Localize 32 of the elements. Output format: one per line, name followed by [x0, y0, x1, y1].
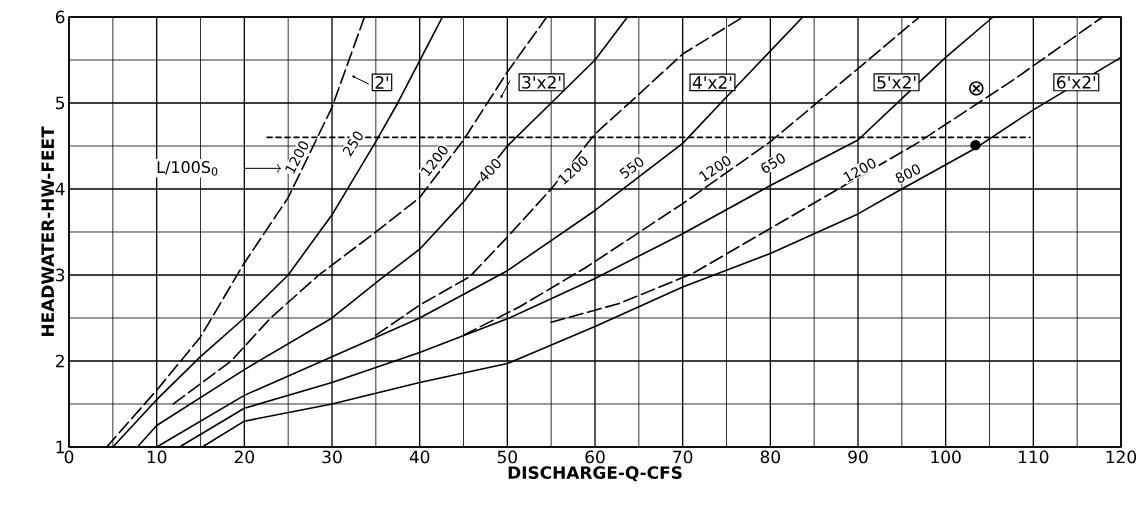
x-axis-title: DISCHARGE-Q-CFS [508, 466, 682, 482]
annotation: 6'x2' [1057, 75, 1096, 89]
x-tick-label: 60 [585, 450, 605, 464]
annotation: 650 [761, 153, 785, 173]
annotation: 4'x2' [692, 76, 732, 89]
annotation: 800 [895, 164, 920, 183]
y-tick-label: 5 [56, 96, 65, 110]
x-tick-label: 40 [409, 450, 430, 464]
x-tick-label: 50 [497, 450, 517, 464]
y-tick-label: 3 [56, 268, 65, 282]
annotation: 550 [619, 157, 644, 179]
x-tick-label: 120 [1106, 450, 1137, 464]
annotation: ⊗ [969, 81, 984, 96]
y-tick-label: 1 [56, 440, 64, 454]
x-tick-label: 90 [848, 450, 868, 464]
x-tick-label: 20 [234, 450, 254, 464]
y-tick-label: 4 [55, 182, 65, 196]
x-tick-label: 70 [673, 450, 693, 464]
annotation: L/100S$_{0}$ [157, 161, 218, 176]
y-axis-title: HEADWATER-HW-FEET [41, 126, 54, 337]
x-tick-label: 100 [931, 450, 961, 464]
annotation: 3'x2' [522, 75, 561, 89]
y-tick-label: 6 [55, 10, 65, 24]
y-tick-label: 2 [55, 354, 64, 368]
x-tick-label: 30 [322, 450, 342, 464]
x-tick-label: 10 [147, 450, 167, 464]
annotation: 2' [375, 76, 389, 89]
annotation: 5'x2' [877, 75, 916, 89]
annotation: 400 [480, 159, 501, 182]
x-tick-label: 0 [64, 450, 74, 464]
x-tick-label: 80 [760, 450, 780, 464]
x-tick-label: 110 [1019, 450, 1049, 464]
